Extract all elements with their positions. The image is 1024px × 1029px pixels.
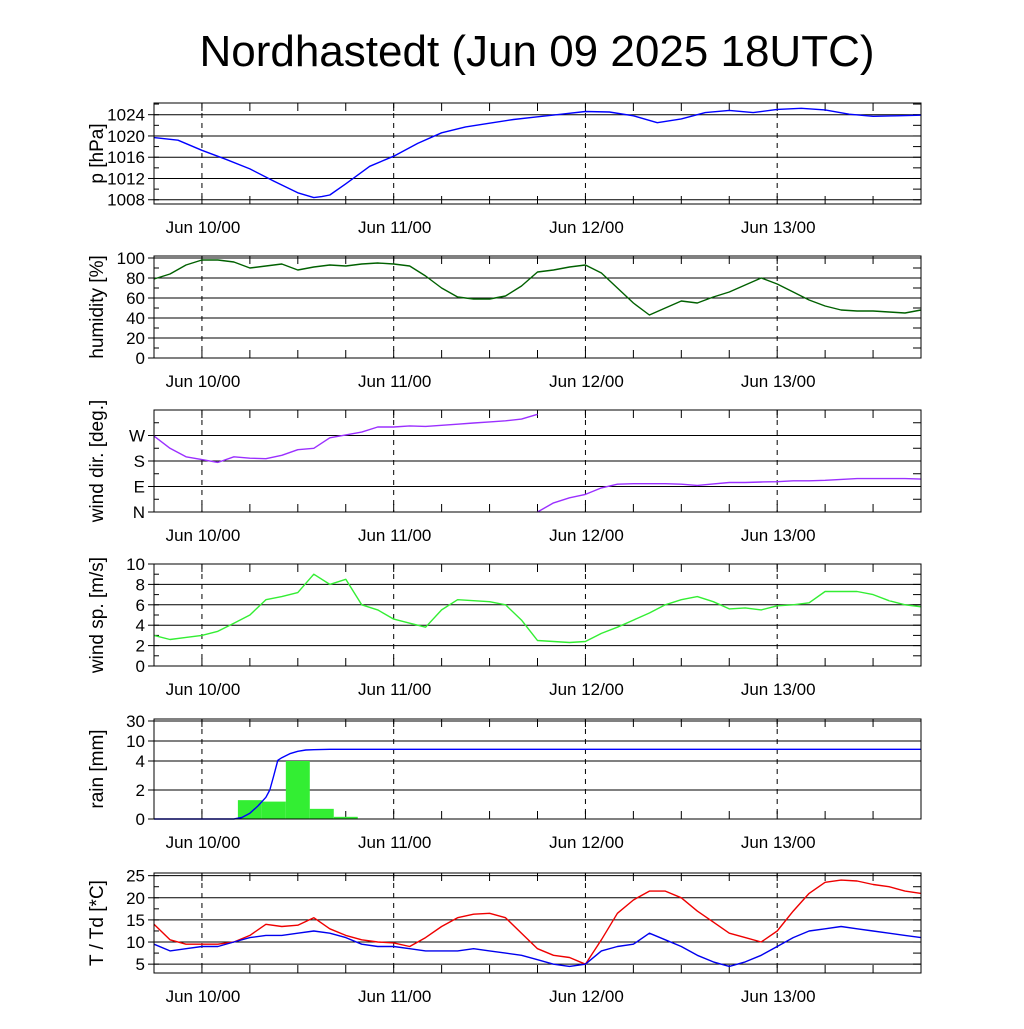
y-tick-label: 5 — [136, 955, 145, 974]
y-tick-label: 1012 — [107, 169, 145, 188]
y-tick-label: 20 — [126, 889, 145, 908]
y-tick-label: 0 — [136, 810, 145, 829]
y-axis-label: wind dir. [deg.] — [87, 400, 108, 524]
panel-frame — [153, 563, 922, 667]
x-tick-label: Jun 10/00 — [166, 526, 241, 545]
series-line-1 — [537, 477, 922, 513]
y-tick-label: 2 — [136, 781, 145, 800]
x-tick-label: Jun 11/00 — [358, 372, 431, 391]
x-tick-label: Jun 10/00 — [166, 833, 241, 852]
y-tick-label: 80 — [126, 269, 145, 288]
x-tick-label: Jun 13/00 — [741, 526, 816, 545]
y-tick-label: 25 — [126, 867, 145, 886]
x-tick-label: Jun 10/00 — [166, 372, 241, 391]
y-axis-label: rain [mm] — [87, 729, 108, 808]
y-tick-label: 0 — [136, 657, 145, 676]
series-line-accumulated — [154, 748, 921, 820]
x-tick-label: Jun 11/00 — [358, 833, 431, 852]
x-tick-label: Jun 13/00 — [741, 218, 816, 237]
y-tick-label: 10 — [126, 933, 145, 952]
panel-frame — [153, 255, 922, 359]
y-tick-label: 60 — [126, 289, 145, 308]
y-tick-label: E — [134, 478, 145, 497]
series-line-td — [153, 925, 922, 968]
series-line-t — [153, 879, 922, 965]
x-tick-label: Jun 12/00 — [549, 526, 624, 545]
x-tick-label: Jun 12/00 — [549, 833, 624, 852]
y-tick-label: N — [133, 503, 145, 522]
y-axis-label: T / Td [*C] — [87, 880, 108, 966]
y-tick-label: 4 — [136, 616, 145, 635]
x-tick-label: Jun 11/00 — [358, 218, 431, 237]
panel-frame — [153, 872, 922, 974]
y-tick-label: 40 — [126, 309, 145, 328]
y-tick-label: 0 — [136, 349, 145, 368]
y-tick-label: 1020 — [107, 127, 145, 146]
rain-bar — [309, 808, 334, 819]
x-tick-label: Jun 12/00 — [549, 680, 624, 699]
y-tick-label: 1024 — [107, 106, 145, 125]
x-tick-label: Jun 13/00 — [741, 680, 816, 699]
x-tick-label: Jun 12/00 — [549, 372, 624, 391]
x-tick-label: Jun 12/00 — [549, 987, 624, 1006]
x-tick-label: Jun 12/00 — [549, 218, 624, 237]
x-tick-label: Jun 11/00 — [358, 680, 431, 699]
series-line-0 — [153, 413, 538, 464]
y-axis-label: wind sp. [m/s] — [87, 557, 108, 674]
panel-5: 5 10 15 20 25 Jun 10/00 Jun 11/00 Jun 12/00 Jun … — [87, 867, 922, 1006]
x-tick-label: Jun 10/00 — [166, 987, 241, 1006]
y-tick-label: 6 — [136, 596, 145, 615]
x-tick-label: Jun 11/00 — [358, 526, 431, 545]
panel-0: 1008 1012 1016 1020 1024 Jun 10/00 Jun 11/00 Ju… — [87, 102, 922, 237]
series-line-0 — [153, 107, 922, 199]
panel-frame — [153, 718, 922, 820]
y-tick-label: 1008 — [107, 191, 145, 210]
x-tick-label: Jun 13/00 — [741, 833, 816, 852]
y-tick-label: 100 — [117, 249, 145, 268]
rain-bar — [261, 801, 286, 819]
x-tick-label: Jun 10/00 — [166, 218, 241, 237]
x-tick-label: Jun 13/00 — [741, 987, 816, 1006]
series-line-0 — [153, 259, 922, 316]
y-tick-label: S — [134, 452, 145, 471]
panel-frame — [153, 409, 922, 513]
rain-bar — [333, 816, 358, 819]
panel-frame — [153, 102, 922, 205]
y-axis-label: humidity [%] — [87, 255, 108, 358]
y-tick-label: 10 — [126, 732, 145, 751]
y-tick-label: 1016 — [107, 148, 145, 167]
rain-bar — [237, 800, 262, 819]
panel-3: 02 46 810 Jun 10/00 Jun 11/00 Jun 12/00 Jun 13… — [87, 555, 922, 699]
y-tick-label: 30 — [126, 712, 145, 731]
y-tick-label: 4 — [136, 752, 145, 771]
y-tick-label: W — [129, 427, 145, 446]
x-tick-label: Jun 10/00 — [166, 680, 241, 699]
y-tick-label: 20 — [126, 329, 145, 348]
x-tick-label: Jun 11/00 — [358, 987, 431, 1006]
y-axis-label: p [hPa] — [87, 123, 108, 183]
x-tick-label: Jun 13/00 — [741, 372, 816, 391]
chart-title: Nordhastedt (Jun 09 2025 18UTC) — [199, 27, 874, 76]
y-tick-label: 10 — [126, 555, 145, 574]
series-line-0 — [153, 573, 922, 644]
y-tick-label: 2 — [136, 637, 145, 656]
y-tick-label: 8 — [136, 575, 145, 594]
rain-bar — [285, 761, 310, 819]
y-tick-label: 15 — [126, 911, 145, 930]
